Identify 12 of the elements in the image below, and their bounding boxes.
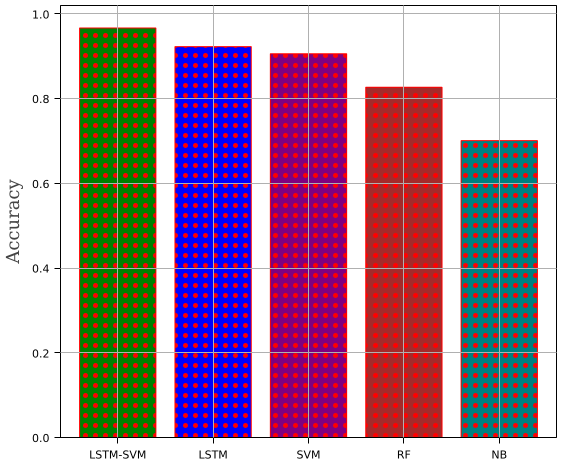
y-tick-label: 0.2 bbox=[32, 347, 50, 360]
y-axis-title: Accuracy bbox=[3, 178, 24, 265]
y-tick-label: 0.0 bbox=[32, 432, 50, 445]
x-tick-label: LSTM bbox=[198, 448, 228, 462]
y-tick-label: 0.8 bbox=[32, 93, 50, 106]
y-tick-label: 0.6 bbox=[32, 178, 50, 191]
x-tick-label: RF bbox=[396, 448, 411, 462]
y-tick-label: 0.4 bbox=[32, 262, 50, 276]
y-tick-label: 1.0 bbox=[32, 8, 50, 22]
x-tick-label: NB bbox=[491, 448, 508, 462]
x-tick-label: LSTM-SVM bbox=[89, 448, 146, 462]
x-tick-label: SVM bbox=[296, 448, 320, 462]
